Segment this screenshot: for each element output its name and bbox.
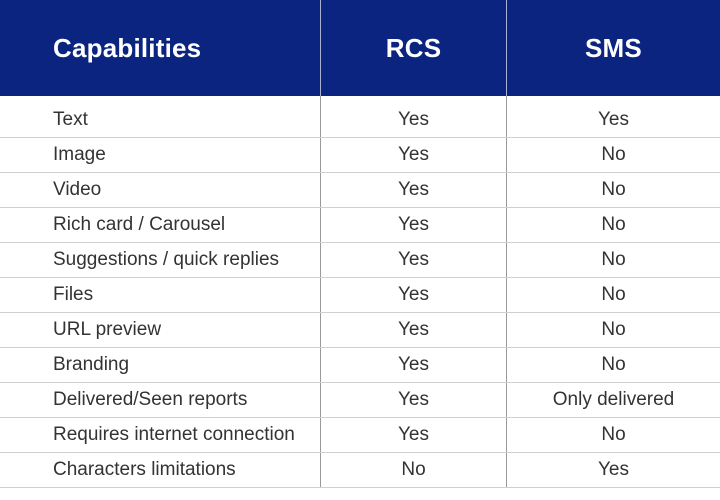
table-row: Image Yes No xyxy=(0,138,720,173)
sms-cell: No xyxy=(506,208,720,242)
capability-cell: Delivered/Seen reports xyxy=(53,389,248,410)
rcs-cell: Yes xyxy=(320,173,506,207)
capability-cell: Characters limitations xyxy=(53,459,236,480)
rcs-cell: Yes xyxy=(320,418,506,452)
capability-cell: Requires internet connection xyxy=(53,424,295,445)
capability-cell: Rich card / Carousel xyxy=(53,214,226,235)
sms-cell: No xyxy=(506,348,720,382)
capability-cell: Suggestions / quick replies xyxy=(53,249,280,270)
header-capabilities: Capabilities xyxy=(53,32,202,63)
table-row: Suggestions / quick replies Yes No xyxy=(0,243,720,278)
capability-cell: Branding xyxy=(53,354,130,375)
sms-cell: No xyxy=(506,313,720,347)
header-sms: SMS xyxy=(506,0,720,96)
header-rcs: RCS xyxy=(320,0,506,96)
sms-cell: Yes xyxy=(506,453,720,487)
capability-cell: Text xyxy=(53,109,88,130)
rcs-cell: Yes xyxy=(320,278,506,312)
table-row: Characters limitations No Yes xyxy=(0,453,720,488)
table-row: Delivered/Seen reports Yes Only delivere… xyxy=(0,383,720,418)
table-body: Text Yes Yes Image Yes No Video Yes No R… xyxy=(0,96,720,488)
sms-cell: No xyxy=(506,278,720,312)
table-row: Rich card / Carousel Yes No xyxy=(0,208,720,243)
rcs-cell: Yes xyxy=(320,138,506,172)
rcs-cell: Yes xyxy=(320,383,506,417)
capability-cell: URL preview xyxy=(53,319,162,340)
rcs-cell: Yes xyxy=(320,348,506,382)
capability-cell: Files xyxy=(53,284,94,305)
rcs-cell: Yes xyxy=(320,208,506,242)
sms-cell: Only delivered xyxy=(506,383,720,417)
table-row: URL preview Yes No xyxy=(0,313,720,348)
capability-cell: Image xyxy=(53,144,106,165)
rcs-cell: Yes xyxy=(320,243,506,277)
table-row: Requires internet connection Yes No xyxy=(0,418,720,453)
table-row: Video Yes No xyxy=(0,173,720,208)
table-header: Capabilities RCS SMS xyxy=(0,0,720,96)
sms-cell: No xyxy=(506,418,720,452)
capability-cell: Video xyxy=(53,179,102,200)
rcs-cell: No xyxy=(320,453,506,487)
sms-cell: Yes xyxy=(506,96,720,137)
table-row: Text Yes Yes xyxy=(0,96,720,138)
sms-cell: No xyxy=(506,243,720,277)
sms-cell: No xyxy=(506,138,720,172)
rcs-cell: Yes xyxy=(320,313,506,347)
rcs-cell: Yes xyxy=(320,96,506,137)
table-row: Branding Yes No xyxy=(0,348,720,383)
sms-cell: No xyxy=(506,173,720,207)
table-row: Files Yes No xyxy=(0,278,720,313)
